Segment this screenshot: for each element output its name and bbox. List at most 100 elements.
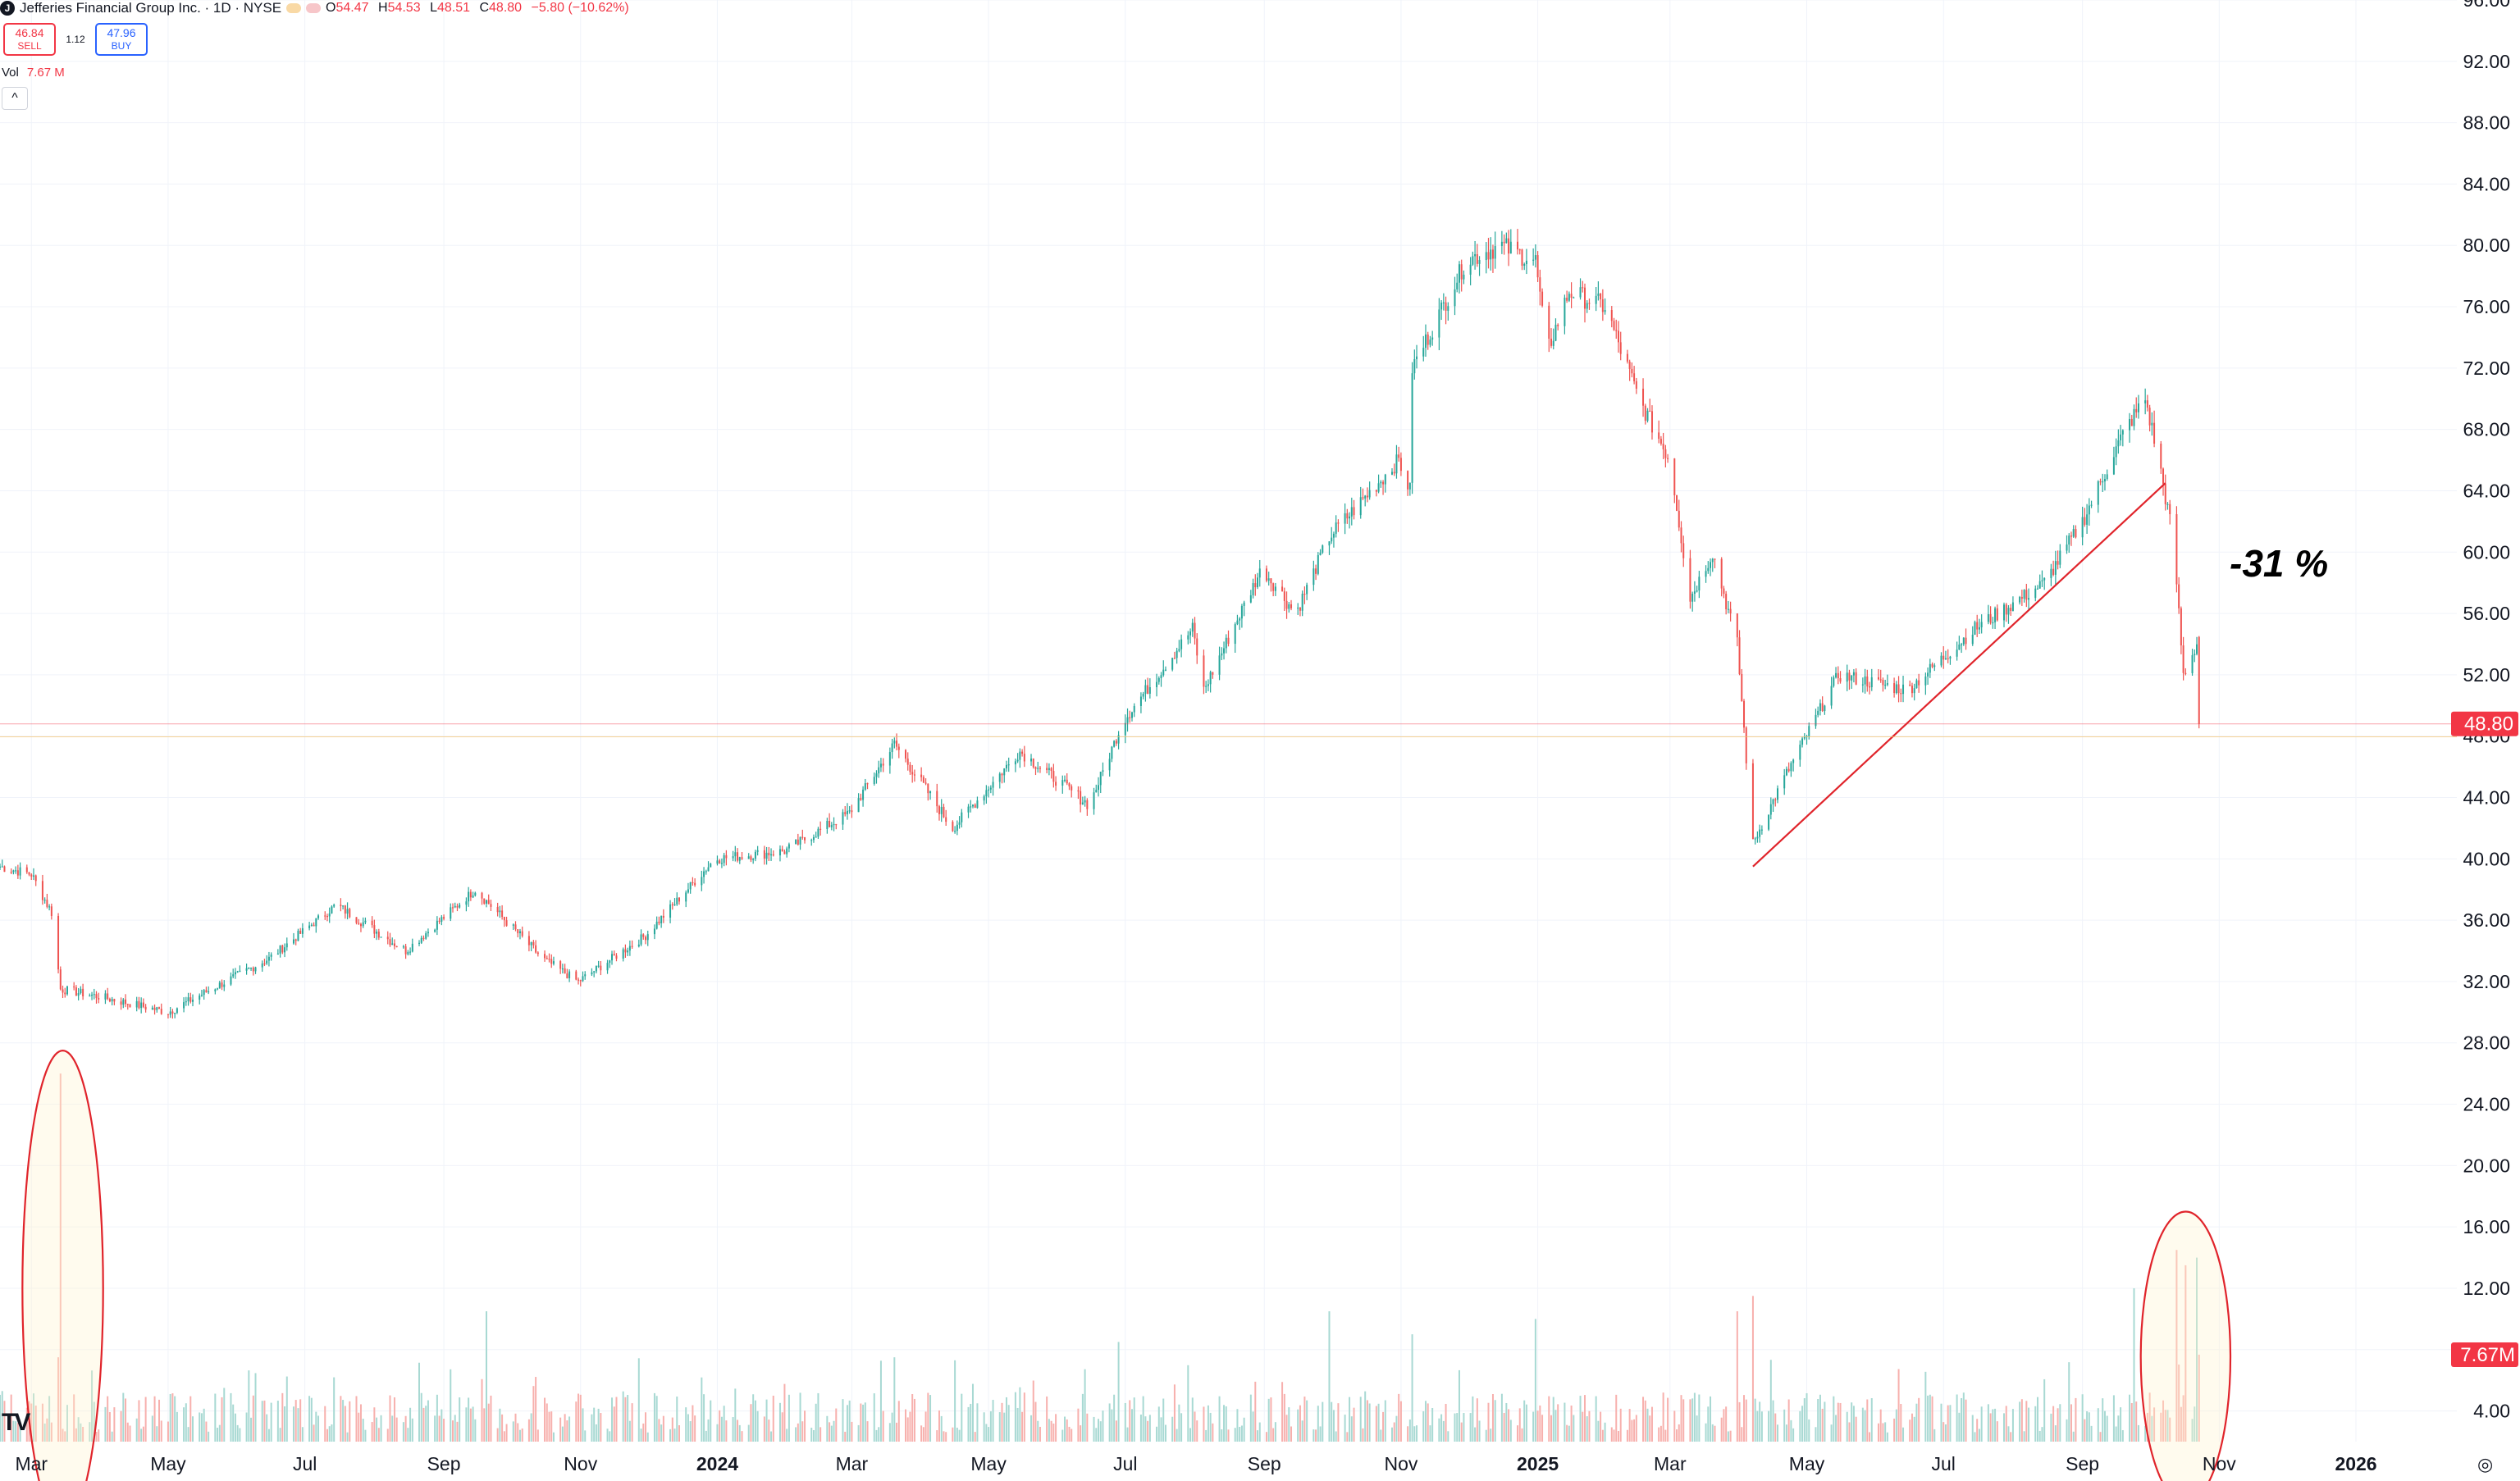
candle-body — [945, 817, 947, 823]
volume-bar — [48, 1396, 51, 1442]
volume-bar — [1635, 1415, 1637, 1442]
volume-bar — [1346, 1432, 1349, 1442]
candle-body — [961, 812, 963, 823]
volume-bar — [518, 1429, 521, 1442]
candle-body — [1427, 334, 1429, 345]
volume-bar — [189, 1396, 192, 1442]
candle-body — [1548, 305, 1550, 339]
volume-bar — [1173, 1384, 1176, 1442]
candle-body — [1619, 342, 1622, 354]
volume-bar — [436, 1394, 438, 1442]
volume-bar — [738, 1424, 741, 1442]
volume-legend[interactable]: Vol 7.67 M — [2, 66, 65, 80]
candle-body — [1223, 648, 1226, 654]
candle-body — [956, 824, 958, 832]
buy-button[interactable]: 47.96 BUY — [95, 23, 148, 56]
candle-body — [1626, 353, 1628, 362]
volume-bar — [450, 1369, 452, 1442]
x-tick-label: Jul — [293, 1453, 317, 1474]
volume-bar — [1886, 1432, 1888, 1442]
volume-bar — [1696, 1415, 1698, 1442]
volume-bar — [2148, 1392, 2151, 1442]
volume-bar — [535, 1377, 537, 1442]
candle-body — [2146, 400, 2148, 408]
candle-body — [1066, 779, 1068, 784]
volume-bar — [1864, 1410, 1866, 1442]
volume-bar — [1494, 1400, 1496, 1442]
volume-bar — [694, 1415, 696, 1442]
tradingview-logo[interactable]: TV — [2, 1409, 30, 1436]
candle-body — [1362, 497, 1364, 499]
volume-bar — [404, 1415, 407, 1442]
price-axis[interactable]: 4.008.0012.0016.0020.0024.0028.0032.0036… — [2463, 0, 2510, 1422]
volume-bar — [1996, 1421, 1998, 1442]
volume-bar — [1037, 1420, 1039, 1442]
y-tick-label: 28.00 — [2463, 1032, 2510, 1054]
volume-bar — [1505, 1402, 1508, 1442]
volume-bar — [1855, 1416, 1857, 1442]
candle-body — [640, 934, 642, 945]
candle-body — [469, 891, 472, 898]
y-tick-label: 36.00 — [2463, 909, 2510, 931]
candle-body — [1902, 684, 1905, 695]
volume-bar — [1164, 1424, 1166, 1442]
volume-bar — [1768, 1410, 1770, 1442]
volume-bar — [16, 1423, 19, 1442]
candle-body — [1034, 767, 1037, 769]
volume-bar — [1218, 1396, 1221, 1442]
volume-bar — [481, 1378, 483, 1442]
volume-bar — [1534, 1319, 1536, 1442]
volume-bar — [434, 1415, 436, 1442]
volume-bar — [1113, 1394, 1116, 1442]
volume-bar — [1147, 1420, 1149, 1442]
volume-bar — [2120, 1407, 2122, 1442]
candle-body — [1769, 804, 1772, 815]
chevron-up-icon[interactable]: ^ — [2, 87, 28, 110]
volume-bar — [893, 1357, 896, 1442]
candle-body — [2052, 568, 2055, 575]
volume-spike-ellipse-left[interactable] — [21, 1050, 104, 1481]
volume-bar — [1046, 1396, 1048, 1442]
candle-body — [1007, 764, 1010, 766]
volume-bar — [552, 1432, 555, 1442]
candle-body — [267, 956, 270, 961]
volume-bar — [1176, 1429, 1178, 1442]
chart-title[interactable]: Jefferies Financial Group Inc. · 1D · NY… — [20, 0, 282, 16]
volume-bar — [420, 1392, 422, 1442]
candle-body — [214, 989, 217, 991]
volume-bar — [362, 1419, 364, 1442]
time-axis[interactable]: Mar May Jul Sep Nov 2024 Mar May Jul Sep Nov 2025 Ma… — [15, 1453, 2376, 1474]
candle-body — [2059, 550, 2061, 565]
candle-body — [1456, 282, 1459, 289]
volume-bar — [1680, 1395, 1682, 1442]
candle-body — [422, 937, 425, 939]
candle-body — [1839, 678, 1842, 682]
volume-bar — [122, 1392, 125, 1442]
candle-body — [1965, 637, 1967, 645]
volume-bar — [936, 1430, 938, 1442]
candle-body — [904, 750, 906, 759]
candle-body — [2160, 444, 2162, 469]
candle-body — [517, 929, 519, 934]
volume-spike-ellipse-right[interactable] — [2139, 1210, 2232, 1481]
volume-bar — [1974, 1432, 1976, 1442]
market-status-icon[interactable] — [286, 3, 302, 13]
trendline[interactable] — [1752, 482, 2166, 868]
volume-bar — [927, 1392, 929, 1442]
volume-bar — [386, 1429, 389, 1442]
candle-body — [1678, 510, 1680, 528]
alert-status-icon[interactable] — [306, 3, 322, 13]
sell-button[interactable]: 46.84 SELL — [3, 23, 56, 56]
candle-body — [459, 905, 461, 908]
volume-bar — [1769, 1360, 1772, 1442]
volume-bar — [988, 1427, 990, 1442]
candle-body — [2023, 590, 2025, 599]
target-icon[interactable]: ◎ — [2477, 1454, 2494, 1474]
symbol-logo-icon[interactable]: J — [0, 1, 15, 16]
candle-body — [32, 875, 34, 877]
candle-body — [481, 892, 483, 899]
volume-bar — [1698, 1394, 1701, 1442]
y-tick-label: 88.00 — [2463, 112, 2510, 134]
candle-body — [1772, 799, 1774, 804]
